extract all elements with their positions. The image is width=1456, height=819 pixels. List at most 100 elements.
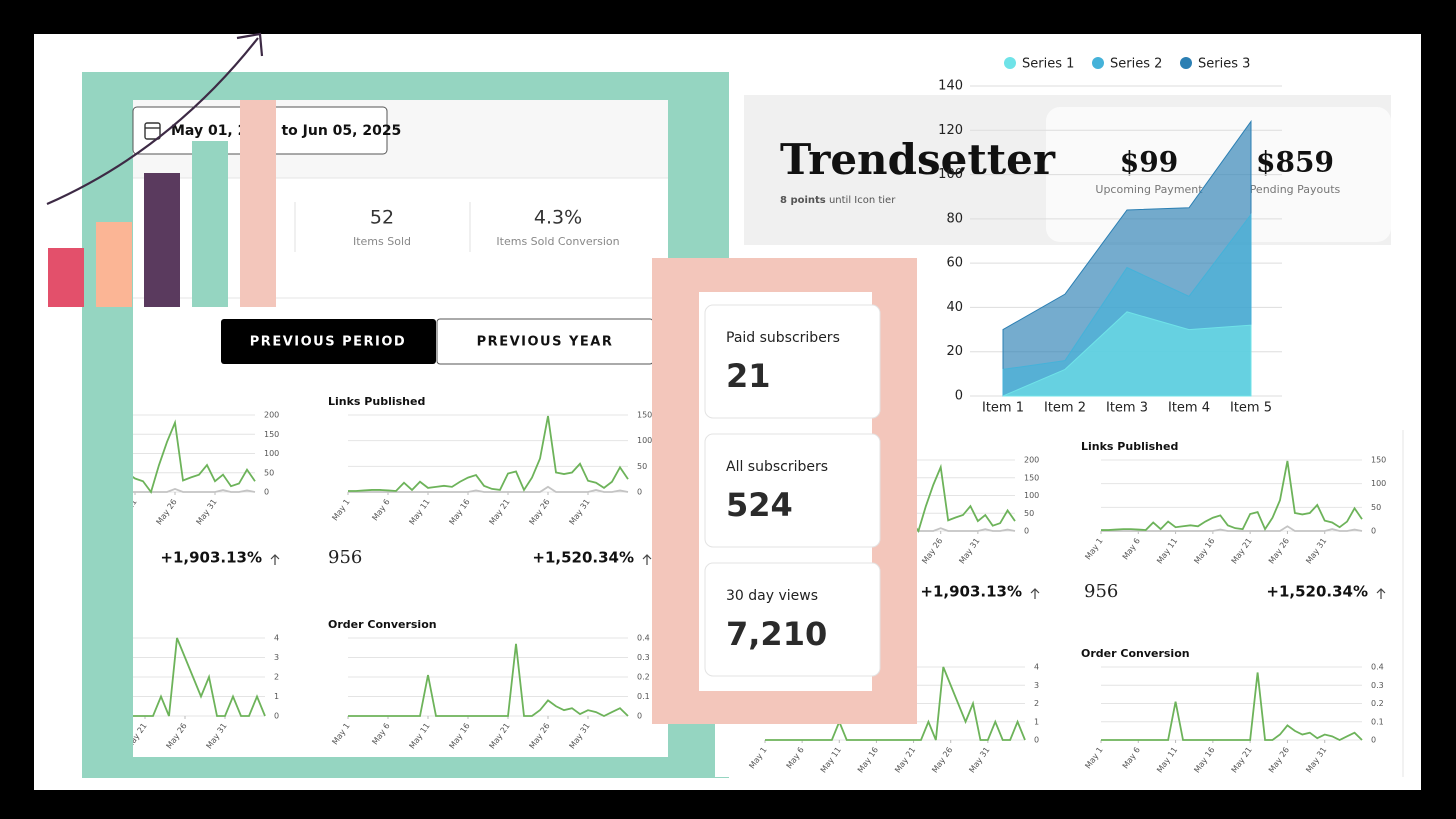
metric-change: +1,520.34% (532, 549, 634, 567)
metric-change: +1,520.34% (1266, 583, 1368, 601)
y-tick-label: 3 (1034, 681, 1039, 690)
y-tick-label: 0.1 (1371, 717, 1384, 726)
calendar-icon (144, 122, 161, 140)
y-tick-label: 0.1 (637, 692, 650, 701)
chart-title: Order Conversion (1081, 647, 1190, 660)
line-series (348, 415, 629, 492)
subscriber-value: 7,210 (726, 615, 827, 653)
decor-bar (192, 141, 228, 307)
y-tick-label: 20 (946, 344, 963, 359)
legend-swatch (1092, 57, 1104, 69)
line-series (1101, 672, 1363, 742)
area-chart: 0 20 40 60 80 100 120 140 Item 1 Item 2 Item 3 Item… (938, 57, 1282, 416)
subscriber-label: 30 day views (726, 588, 818, 604)
payment-value: $859 (1256, 146, 1334, 179)
y-tick-label: 0 (637, 488, 642, 497)
button-label[interactable]: PREVIOUS YEAR (477, 335, 614, 350)
stat-label: Items Sold (353, 235, 411, 248)
payment-label: Pending Payouts (1250, 183, 1341, 196)
chart-title: Links Published (328, 395, 425, 408)
tier-points: 8 points until Icon tier (780, 195, 896, 206)
y-tick-label: 2 (274, 673, 279, 682)
x-tick-label: Item 1 (982, 401, 1024, 416)
subscriber-card (704, 304, 881, 419)
y-tick-label: 50 (1371, 503, 1381, 512)
y-tick-label: 0 (1371, 527, 1376, 536)
legend-label: Series 1 (1022, 57, 1074, 72)
metric-count: 956 (328, 547, 362, 568)
decor-bar (144, 173, 180, 307)
y-tick-label: 0.4 (637, 634, 650, 643)
points-suffix: until Icon tier (829, 195, 896, 206)
stat-label: Items Sold Conversion (496, 235, 619, 248)
y-tick-label: 100 (637, 436, 652, 445)
button-label[interactable]: PREVIOUS PERIOD (250, 335, 406, 350)
area-series (1002, 311, 1252, 397)
subscriber-label: Paid subscribers (726, 330, 840, 346)
points: 8 points (780, 195, 826, 206)
legend-swatch (1004, 57, 1016, 69)
y-tick-label: 150 (264, 430, 279, 439)
payment-value: $99 (1120, 146, 1178, 179)
up-arrow-icon (1030, 588, 1040, 599)
x-tick-label: Item 3 (1106, 401, 1148, 416)
y-tick-label: 1 (274, 692, 279, 701)
y-tick-label: 50 (1024, 509, 1034, 518)
payment-label: Upcoming Payment (1095, 183, 1203, 196)
y-tick-label: 0 (264, 488, 269, 497)
metric-change: +1,903.13% (920, 583, 1022, 601)
y-tick-label: 60 (946, 256, 963, 271)
subscriber-card (704, 433, 881, 548)
y-tick-label: 0 (1024, 527, 1029, 536)
previous-period-button[interactable] (221, 319, 436, 364)
y-tick-label: 100 (264, 449, 279, 458)
y-tick-label: 0 (274, 712, 279, 721)
metric-count: 956 (1084, 581, 1118, 602)
y-tick-label: 150 (1024, 473, 1039, 482)
y-tick-label: 4 (1034, 663, 1039, 672)
subscriber-label: All subscribers (726, 459, 828, 475)
y-tick-label: 0 (1034, 736, 1039, 745)
y-tick-label: 3 (274, 653, 279, 662)
y-tick-label: 0.4 (1371, 663, 1384, 672)
y-tick-label: 1 (1034, 717, 1039, 726)
date-range: May 01, 2025 to Jun 05, 2025 (171, 123, 401, 139)
y-tick-label: 50 (637, 462, 647, 471)
legend-label: Series 3 (1198, 57, 1250, 72)
line-series (348, 485, 629, 493)
y-tick-label: 4 (274, 634, 279, 643)
growth-arrow-head (236, 32, 264, 57)
line-series (1101, 460, 1363, 531)
y-tick-label: 2 (1034, 699, 1039, 708)
stat-value: 4.3% (534, 207, 582, 229)
line-series (348, 643, 629, 718)
chart-title: Links Published (1081, 440, 1178, 453)
subscriber-cards: Paid subscribers 21 All subscribers 524 30 d… (704, 304, 881, 677)
decor-bar (48, 248, 84, 307)
y-tick-label: 140 (938, 79, 963, 94)
up-arrow-icon (1376, 588, 1386, 599)
y-tick-label: 0 (637, 712, 642, 721)
y-tick-label: 100 (1024, 491, 1039, 500)
line-series (133, 637, 266, 717)
y-tick-label: 50 (264, 468, 274, 477)
line-series (133, 419, 256, 494)
stat-value: 52 (370, 207, 394, 229)
line-series (1101, 525, 1363, 532)
y-tick-label: 0.2 (637, 673, 650, 682)
y-tick-label: 100 (1371, 479, 1386, 488)
y-tick-label: 0 (955, 389, 963, 404)
y-tick-label: 0 (1371, 736, 1376, 745)
x-tick-label: Item 4 (1168, 401, 1210, 416)
y-tick-label: 0.3 (637, 653, 650, 662)
y-tick-label: 120 (938, 123, 963, 138)
up-arrow-icon (270, 554, 280, 565)
chart-title: Order Conversion (328, 618, 437, 631)
metric-change: +1,903.13% (160, 549, 262, 567)
y-tick-label: 150 (1371, 456, 1386, 465)
decor-bar (96, 222, 132, 307)
x-tick-label: Item 5 (1230, 401, 1272, 416)
y-tick-label: 40 (946, 300, 963, 315)
